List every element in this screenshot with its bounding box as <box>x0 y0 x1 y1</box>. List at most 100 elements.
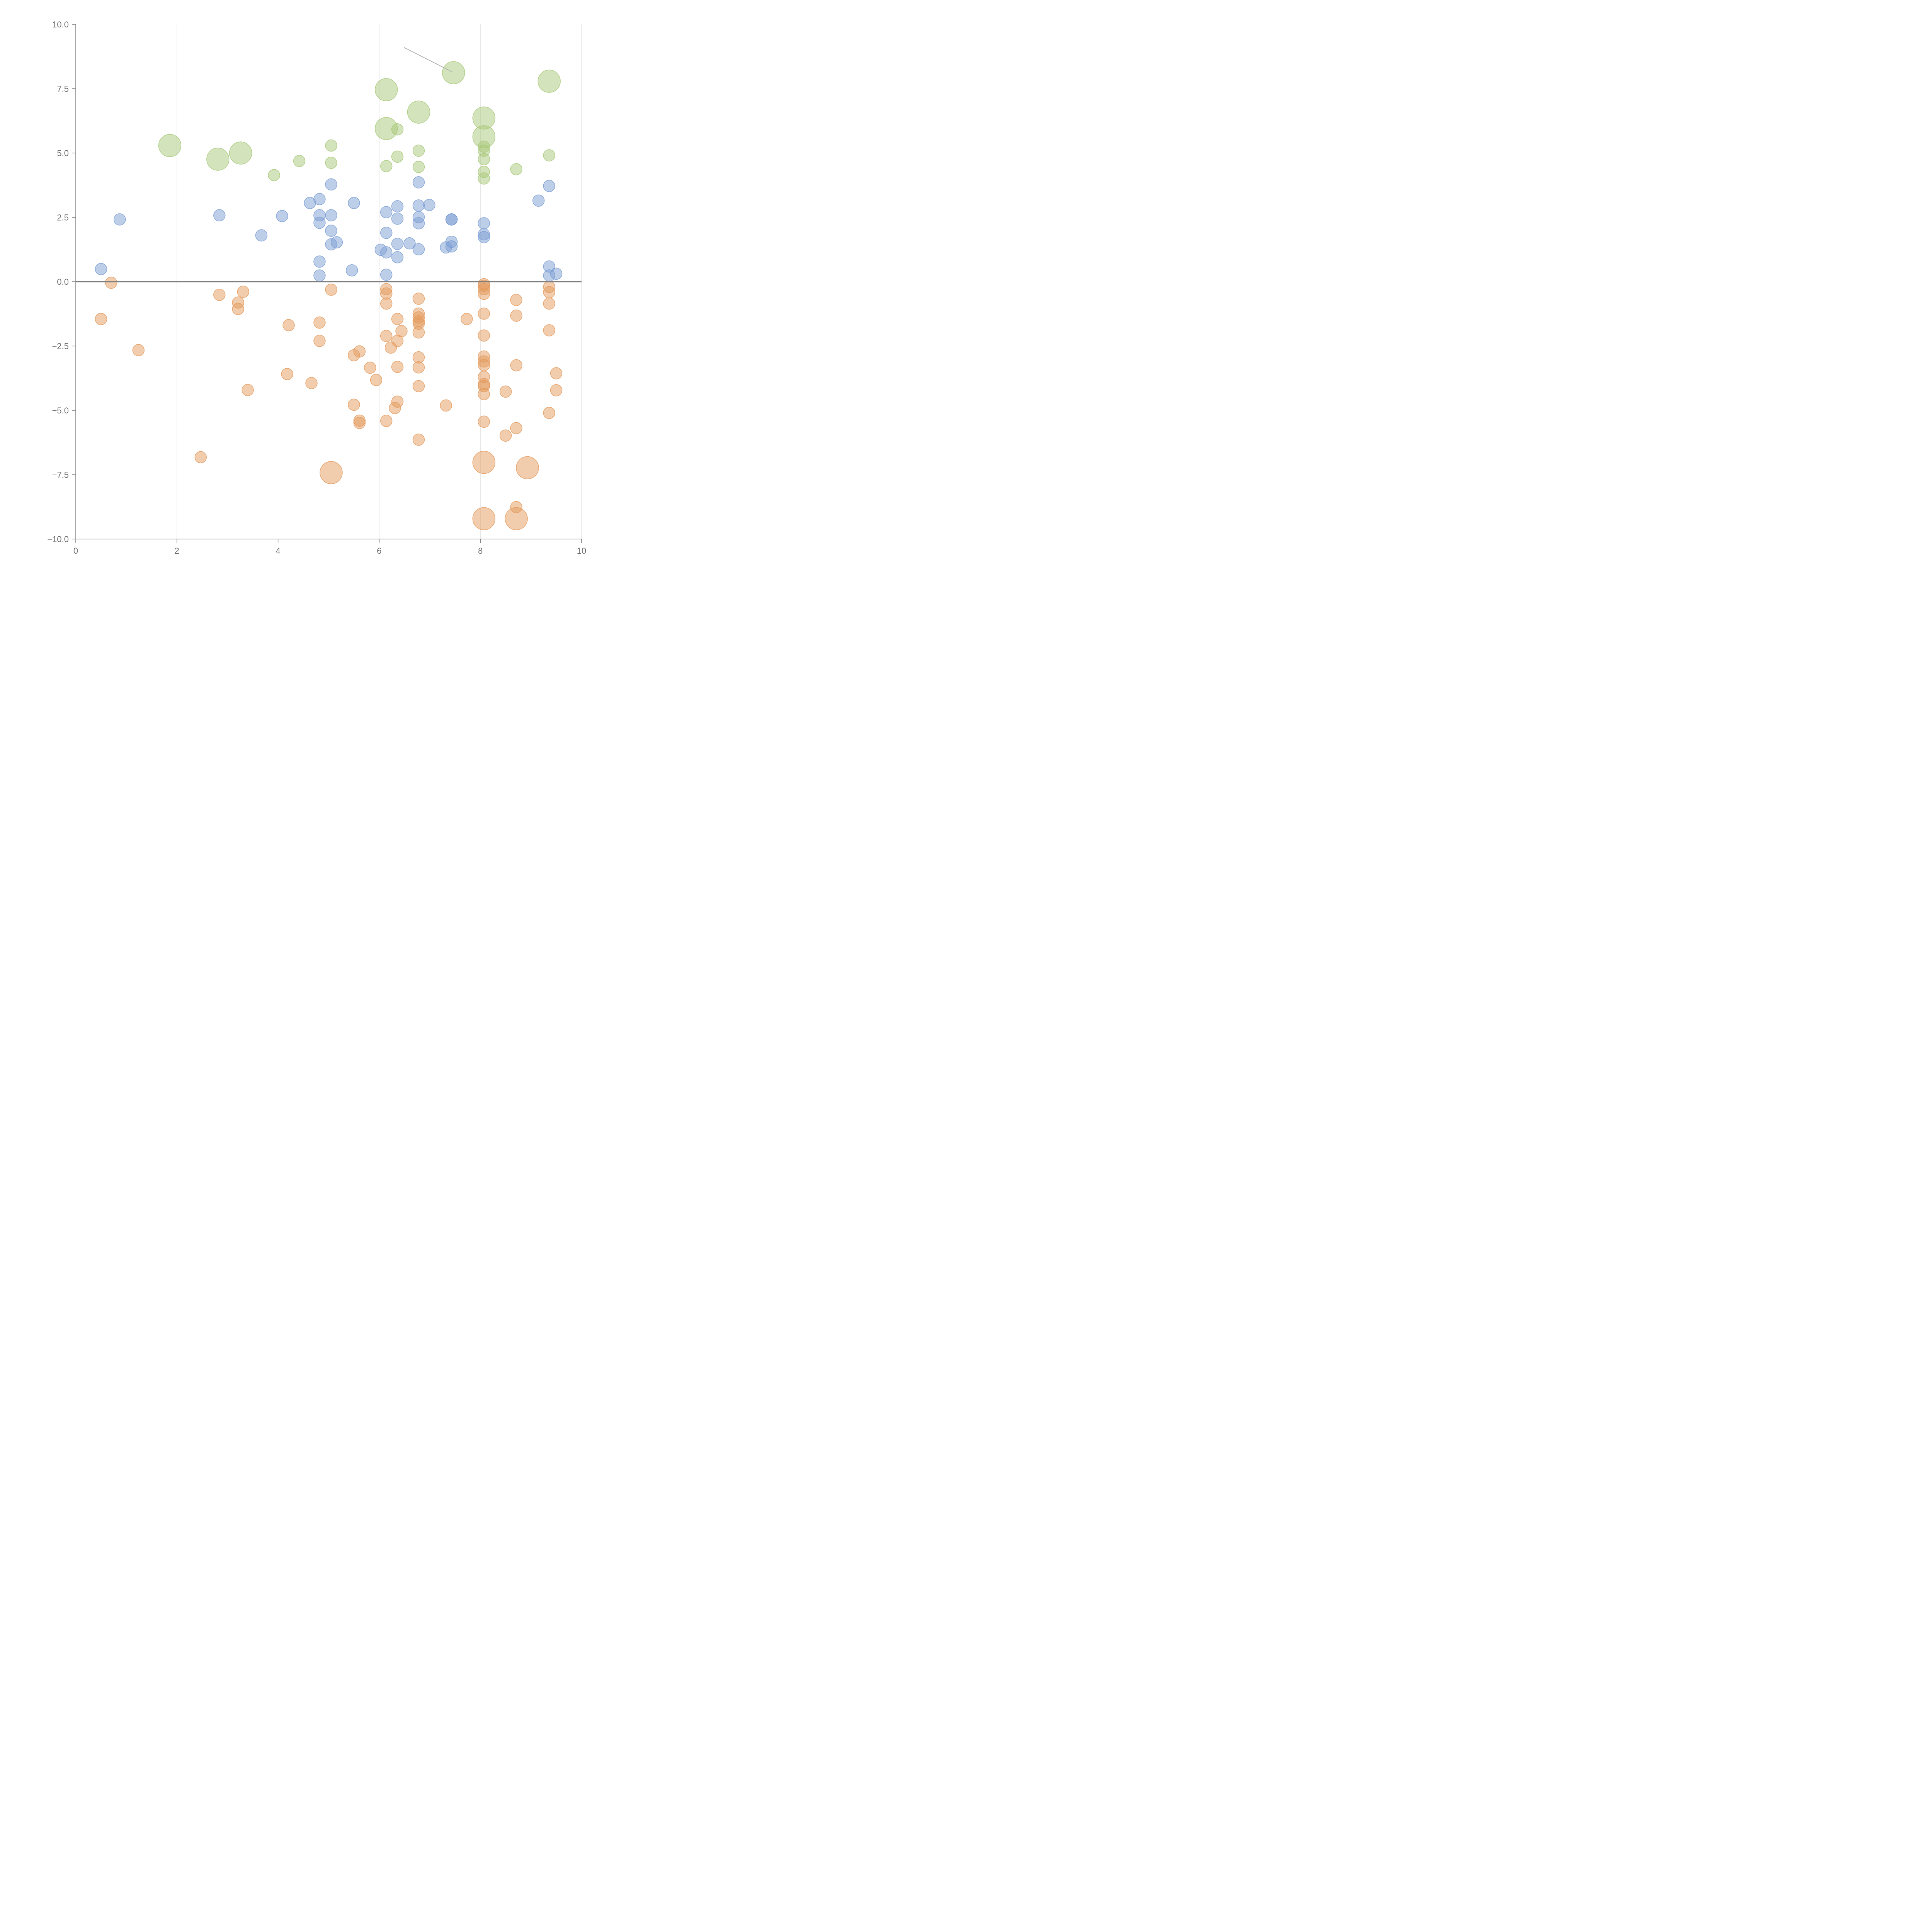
orange-data-point <box>353 417 366 429</box>
blue-data-point <box>325 209 337 221</box>
green-data-point <box>407 100 430 124</box>
blue-data-point <box>380 246 393 259</box>
orange-data-point <box>499 429 512 442</box>
blue-data-point <box>412 199 425 212</box>
orange-data-point <box>242 384 254 396</box>
orange-data-point <box>543 286 555 299</box>
blue-data-point <box>403 237 416 250</box>
green-data-point <box>325 156 337 169</box>
orange-data-point <box>105 276 117 289</box>
blue-data-point <box>255 229 268 242</box>
orange-data-point <box>412 380 425 393</box>
green-data-point <box>158 134 182 157</box>
y-tick-label: −7.5 <box>52 470 69 480</box>
blue-data-point <box>445 213 458 226</box>
blue-data-point <box>391 238 404 250</box>
blue-data-point <box>313 216 326 229</box>
x-tick-label: 0 <box>73 546 78 556</box>
blue-data-point <box>445 240 458 253</box>
green-data-point <box>380 160 393 172</box>
orange-data-point <box>380 415 393 427</box>
orange-data-point <box>232 303 244 315</box>
blue-data-point <box>313 269 326 282</box>
blue-data-point <box>213 209 226 221</box>
blue-data-point <box>412 176 425 189</box>
orange-data-point <box>516 456 539 480</box>
orange-data-point <box>472 507 496 531</box>
orange-data-point <box>391 395 404 408</box>
axes: −10.0 −7.5 −5.0 −2.5 0.0 2.5 5.0 7.5 10.0 0 2 4 6 8 10 <box>47 20 586 556</box>
orange-data-point <box>132 344 145 356</box>
orange-data-point <box>412 434 425 446</box>
blue-data-point <box>313 255 326 268</box>
orange-data-point <box>391 313 404 325</box>
green-data-point <box>442 61 465 84</box>
orange-data-point <box>412 293 425 305</box>
x-tick-label: 2 <box>175 546 179 556</box>
orange-data-point <box>364 361 376 374</box>
orange-data-point <box>380 330 393 342</box>
bubble-scatter-chart: −10.0 −7.5 −5.0 −2.5 0.0 2.5 5.0 7.5 10.0 0 2 4 6 8 10… <box>47 20 586 556</box>
blue-data-point <box>478 231 490 243</box>
orange-data-point <box>478 388 490 400</box>
orange-data-point <box>353 345 366 358</box>
y-tick-label: 0.0 <box>57 277 69 287</box>
blue-data-point <box>532 194 545 207</box>
blue-data-point <box>550 267 563 280</box>
orange-data-point <box>281 368 293 380</box>
orange-data-point <box>213 289 226 301</box>
blue-data-point <box>313 193 326 205</box>
annotation-label: M <box>532 515 542 528</box>
orange-data-point <box>478 415 490 428</box>
orange-data-point <box>380 297 393 310</box>
orange-data-point <box>313 316 326 329</box>
y-tick-label: −10.0 <box>47 534 69 544</box>
y-tick-label: 10.0 <box>52 20 69 29</box>
green-data-point <box>229 141 252 165</box>
green-data-point <box>510 163 522 175</box>
orange-data-point <box>412 326 425 338</box>
orange-data-point <box>391 361 404 373</box>
blue-data-point <box>380 226 393 239</box>
y-tick-label: −5.0 <box>52 406 69 415</box>
orange-data-point <box>348 398 360 411</box>
annotation-leader-line <box>404 47 452 72</box>
orange-data-point <box>478 287 490 300</box>
blue-data-point <box>380 206 393 218</box>
y-tick-label: −2.5 <box>52 342 69 351</box>
orange-data-point <box>320 461 343 484</box>
data-points <box>95 61 563 531</box>
green-data-point <box>391 150 404 163</box>
green-data-point <box>293 155 306 167</box>
orange-data-point <box>412 361 425 374</box>
green-data-point <box>412 161 425 173</box>
blue-data-point <box>276 210 288 222</box>
orange-data-point <box>440 399 452 412</box>
green-data-point <box>374 78 398 101</box>
blue-data-point <box>391 213 404 225</box>
y-tick-label: 7.5 <box>57 84 69 94</box>
orange-data-point <box>461 313 473 325</box>
green-data-point <box>391 123 404 136</box>
green-data-point <box>543 149 555 162</box>
blue-data-point <box>391 200 404 213</box>
green-data-point <box>537 70 561 93</box>
orange-data-point <box>194 451 207 463</box>
orange-data-point <box>478 329 490 342</box>
orange-data-point <box>510 294 522 306</box>
orange-data-point <box>237 286 250 298</box>
orange-data-point <box>550 367 563 379</box>
orange-data-point <box>325 283 337 296</box>
orange-data-point <box>543 297 555 310</box>
orange-data-point <box>305 377 318 389</box>
green-data-point <box>268 169 280 182</box>
blue-data-point <box>380 269 393 281</box>
y-tick-label: 2.5 <box>57 213 69 223</box>
orange-data-point <box>505 507 528 531</box>
blue-data-point <box>423 199 435 211</box>
blue-data-point <box>348 197 360 209</box>
green-data-point <box>325 139 337 152</box>
blue-data-point <box>412 217 425 230</box>
orange-data-point <box>543 324 555 337</box>
blue-data-point <box>345 264 358 277</box>
